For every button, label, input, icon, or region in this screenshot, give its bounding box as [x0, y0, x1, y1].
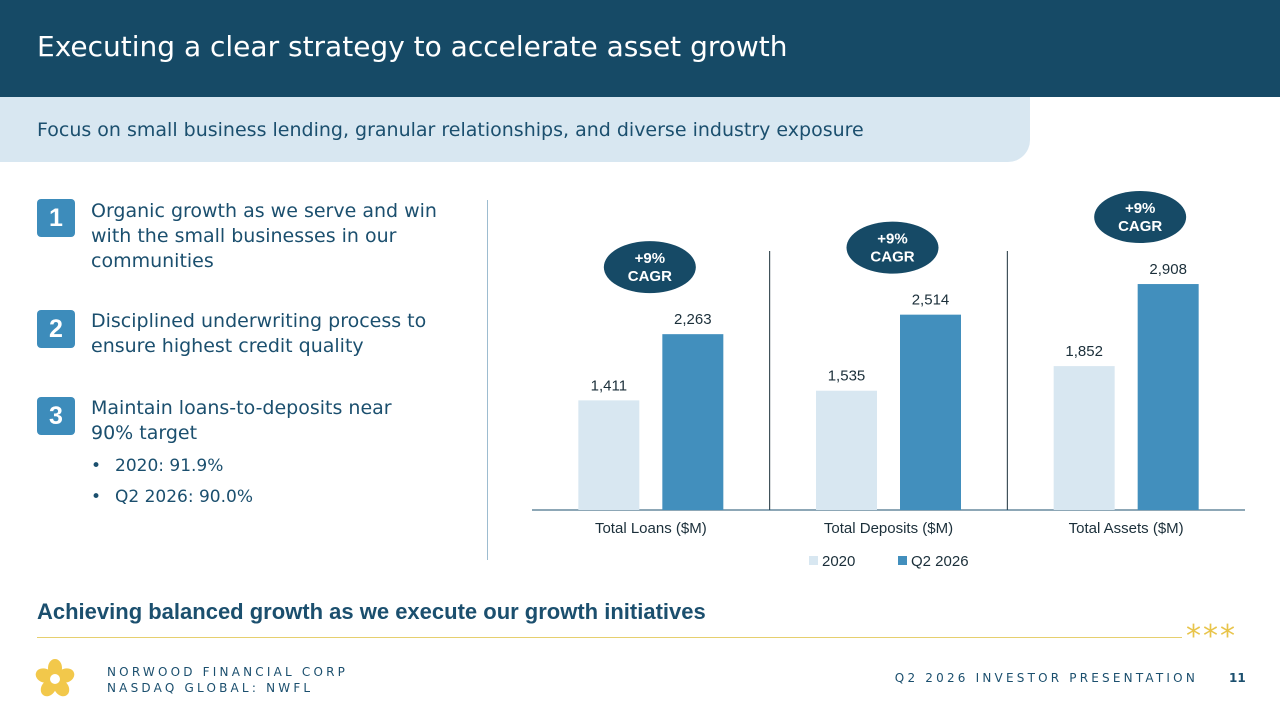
bullet-text: Q2 2026: 90.0% [115, 487, 254, 507]
subtitle-bar [0, 97, 1030, 162]
cagr-badge [1094, 191, 1187, 244]
data-label: 2,514 [912, 292, 950, 309]
ticker-line: NASDAQ GLOBAL: NWFL [107, 681, 314, 695]
gold-divider [37, 637, 1182, 638]
presentation-name: Q2 2026 INVESTOR PRESENTATION [894, 671, 1198, 685]
decorative-stars: *** [1186, 619, 1237, 654]
cagr-badge-text: CAGR [628, 268, 672, 285]
legend-label: 2020 [822, 553, 855, 570]
point-number-badge: 3 [37, 397, 75, 435]
footer-heading: Achieving balanced growth as we execute … [37, 599, 706, 624]
company-name: NORWOOD FINANCIAL CORP NASDAQ GLOBAL: NW… [107, 664, 348, 696]
point-text: Disciplined underwriting process to ensu… [91, 310, 427, 357]
cagr-badge-text: +9% [877, 231, 907, 248]
company-logo-icon [35, 659, 75, 697]
cagr-badge-text: +9% [635, 250, 665, 267]
bullet-marker: • [91, 456, 102, 476]
bar-series-2 [900, 314, 961, 510]
point-text: Organic growth as we serve and win with … [91, 200, 437, 272]
header-bar [0, 0, 1280, 97]
bar-series-1 [1053, 366, 1115, 510]
legend-swatch [898, 556, 907, 565]
bullet-item: • 2020: 91.9% [91, 456, 223, 476]
page-number: 11 [1229, 671, 1246, 685]
data-label: 1,852 [1065, 343, 1103, 360]
bullet-item: • Q2 2026: 90.0% [91, 487, 253, 507]
point-text: Maintain loans-to-deposits near 90% targ… [91, 397, 392, 444]
point-number-badge: 2 [37, 310, 75, 348]
data-label: 2,263 [674, 311, 712, 328]
data-label: 1,411 [591, 377, 627, 394]
legend-label: Q2 2026 [911, 553, 969, 570]
category-label: Total Assets ($M) [1069, 520, 1184, 537]
section-divider [487, 200, 488, 560]
category-label: Total Loans ($M) [595, 520, 707, 537]
data-label: 1,535 [828, 368, 866, 385]
data-label: 2,908 [1149, 261, 1187, 278]
bar-series-1 [816, 390, 877, 510]
cagr-badge-text: CAGR [1118, 218, 1162, 235]
category-label: Total Deposits ($M) [824, 520, 953, 537]
company-name-line: NORWOOD FINANCIAL CORP [107, 665, 349, 679]
page-subtitle: Focus on small business lending, granula… [37, 119, 864, 141]
legend-swatch [809, 556, 818, 565]
bar-series-2 [1137, 284, 1199, 510]
bullet-text: 2020: 91.9% [115, 456, 224, 476]
bar-series-2 [662, 334, 724, 510]
cagr-badge [846, 221, 939, 274]
cagr-badge [603, 241, 696, 294]
cagr-badge-text: +9% [1125, 200, 1155, 217]
bullet-marker: • [91, 487, 102, 507]
bar-series-1 [578, 400, 640, 510]
page-title: Executing a clear strategy to accelerate… [37, 30, 788, 63]
cagr-badge-text: CAGR [870, 249, 914, 266]
point-number-badge: 1 [37, 199, 75, 237]
